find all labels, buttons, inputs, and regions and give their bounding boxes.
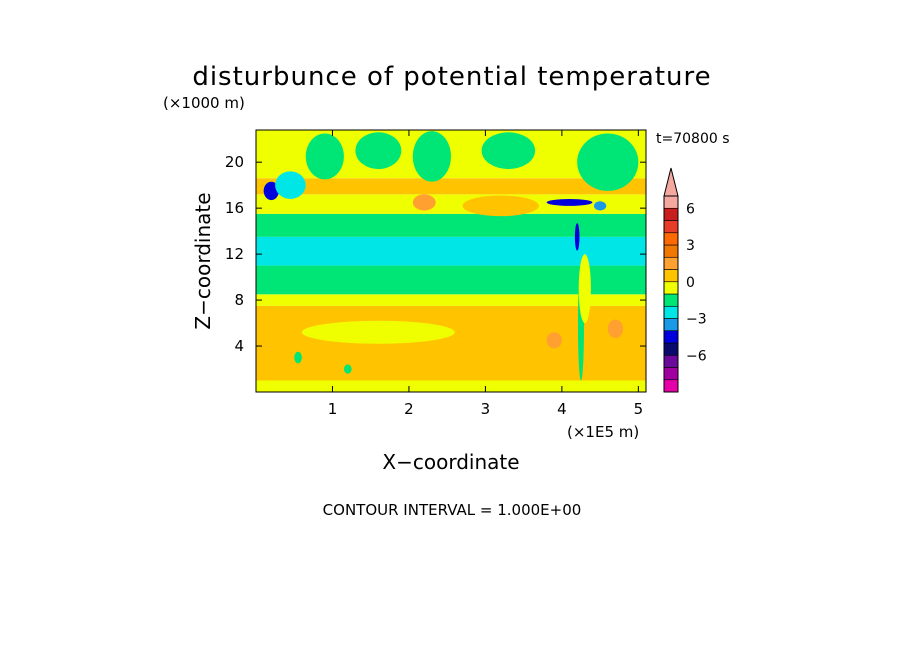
colorbar-swatch bbox=[663, 330, 679, 344]
colorbar-swatch bbox=[663, 367, 679, 381]
contour-feature bbox=[343, 364, 352, 374]
colorbar-swatch bbox=[663, 256, 679, 270]
y-tick-label: 8 bbox=[234, 291, 244, 309]
colorbar-swatch bbox=[663, 281, 679, 295]
y-axis-label: Z−coordinate bbox=[191, 192, 215, 329]
colorbar-extension-top bbox=[663, 167, 679, 197]
colorbar-label: 0 bbox=[686, 275, 695, 291]
x-tick-label: 4 bbox=[557, 400, 567, 418]
colorbar-label: −6 bbox=[686, 348, 707, 364]
contour-feature bbox=[263, 181, 279, 201]
colorbar-label: 3 bbox=[686, 238, 695, 254]
contour-feature bbox=[462, 195, 539, 217]
colorbar-label: −3 bbox=[686, 312, 707, 328]
contour-feature bbox=[305, 133, 344, 180]
colorbar-frame bbox=[663, 195, 679, 393]
colorbar-swatch bbox=[663, 354, 679, 368]
contour-feature bbox=[578, 254, 591, 324]
colorbar-swatch bbox=[663, 342, 679, 356]
colorbar-swatch bbox=[663, 293, 679, 307]
y-axis-unit: (×1000 m) bbox=[163, 94, 245, 112]
contour-feature bbox=[481, 132, 536, 170]
colorbar-swatch bbox=[663, 244, 679, 258]
colorbar-swatch bbox=[663, 305, 679, 319]
contour-feature bbox=[574, 223, 580, 251]
y-tick-label: 20 bbox=[225, 153, 244, 171]
contour-feature bbox=[546, 332, 562, 349]
x-tick-label: 2 bbox=[404, 400, 414, 418]
contour-band bbox=[256, 380, 646, 392]
colorbar: 6 3 0 −3 −6 bbox=[663, 167, 707, 393]
y-axis: 4 8 12 16 20 bbox=[225, 153, 646, 355]
contour-feature bbox=[412, 194, 436, 211]
x-tick-label: 3 bbox=[481, 400, 491, 418]
x-axis: 1 2 3 4 5 bbox=[328, 130, 643, 418]
contour-feature bbox=[577, 133, 639, 191]
y-tick-label: 16 bbox=[225, 199, 244, 217]
colorbar-swatch bbox=[663, 220, 679, 234]
contour-feature bbox=[607, 319, 624, 338]
time-label: t=70800 s bbox=[656, 131, 730, 147]
colorbar-swatch bbox=[663, 207, 679, 221]
contour-interval-note: CONTOUR INTERVAL = 1.000E+00 bbox=[323, 501, 582, 519]
x-axis-unit: (×1E5 m) bbox=[567, 423, 639, 441]
contour-field bbox=[256, 130, 646, 392]
x-axis-label: X−coordinate bbox=[382, 450, 519, 474]
contour-band bbox=[256, 194, 646, 214]
contour-feature bbox=[594, 201, 607, 211]
contour-band bbox=[256, 213, 646, 237]
plot-frame bbox=[255, 129, 647, 393]
colorbar-label: 6 bbox=[686, 201, 695, 217]
contour-feature bbox=[546, 198, 593, 206]
colorbar-swatch bbox=[663, 232, 679, 246]
y-tick-label: 4 bbox=[234, 337, 244, 355]
colorbar-swatch bbox=[663, 269, 679, 283]
chart-title: disturbunce of potential temperature bbox=[192, 62, 711, 92]
colorbar-swatch bbox=[663, 379, 679, 393]
contour-band bbox=[256, 294, 646, 306]
colorbar-swatch bbox=[663, 318, 679, 332]
contour-band bbox=[256, 236, 646, 266]
y-tick-label: 12 bbox=[225, 245, 244, 263]
contour-feature bbox=[294, 351, 302, 364]
contour-band bbox=[256, 178, 646, 195]
contour-feature bbox=[412, 131, 451, 182]
contour-feature bbox=[275, 171, 306, 199]
contour-feature bbox=[355, 132, 402, 170]
contour-feature bbox=[301, 320, 455, 344]
x-tick-label: 5 bbox=[634, 400, 644, 418]
colorbar-swatch bbox=[663, 195, 679, 209]
x-tick-label: 1 bbox=[328, 400, 338, 418]
